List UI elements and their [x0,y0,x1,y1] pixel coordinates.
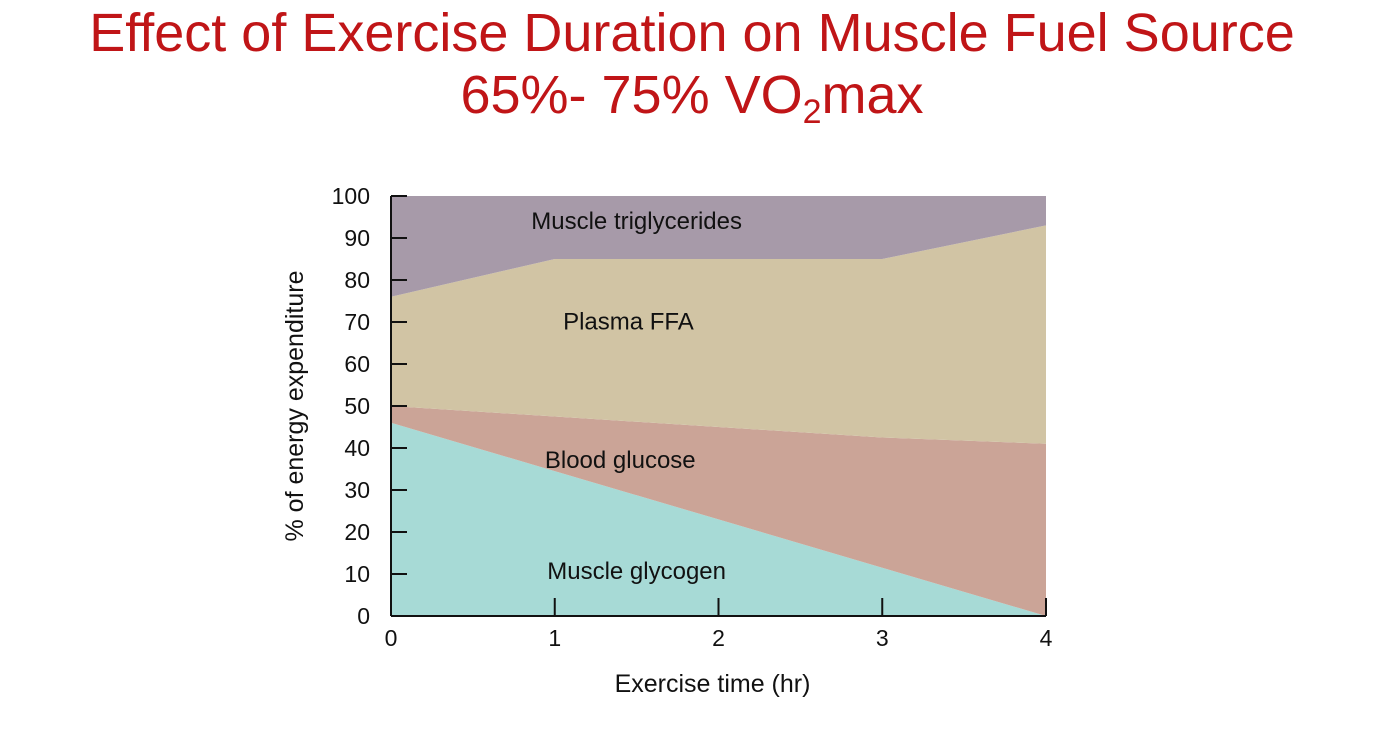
slide-title: Effect of Exercise Duration on Muscle Fu… [0,2,1384,129]
y-tick-label: 60 [344,351,370,377]
x-tick-label: 0 [385,625,398,651]
title-prefix: 65%- 75% VO [460,65,803,125]
area-muscle-triglycerides [391,196,1046,297]
area-label-plasma-ffa: Plasma FFA [563,309,694,336]
area-label-muscle-triglycerides: Muscle triglycerides [531,208,742,235]
y-tick-label: 20 [344,519,370,545]
x-tick-label: 3 [876,625,889,651]
y-tick-label: 50 [344,393,370,419]
chart-labels: 0 10 20 30 40 50 60 70 80 90 100 0 1 2 3 4 Exercise time… [281,183,1053,698]
chart-areas [391,196,1046,616]
area-plasma-ffa [391,225,1046,444]
x-tick-label: 4 [1040,625,1053,651]
x-tick-label: 2 [712,625,725,651]
title-suffix: max [821,65,924,125]
area-label-muscle-glycogen: Muscle glycogen [547,558,726,585]
y-tick-label: 10 [344,561,370,587]
y-tick-label: 90 [344,225,370,251]
y-tick-label: 30 [344,477,370,503]
x-tick-label: 1 [548,625,561,651]
x-axis-title: Exercise time (hr) [615,670,811,698]
chart-axes [390,195,1047,617]
y-tick-label: 70 [344,309,370,335]
y-tick-label: 100 [332,183,370,209]
title-line-2: 65%- 75% VO2max [0,64,1384,129]
y-tick-label: 0 [357,603,370,629]
title-subscript: 2 [802,93,822,131]
y-tick-label: 80 [344,267,370,293]
title-line-1: Effect of Exercise Duration on Muscle Fu… [89,3,1295,63]
y-axis-title: % of energy expenditure [281,270,309,541]
area-label-blood-glucose: Blood glucose [545,447,696,474]
y-tick-label: 40 [344,435,370,461]
area-blood-glucose [391,406,1046,616]
